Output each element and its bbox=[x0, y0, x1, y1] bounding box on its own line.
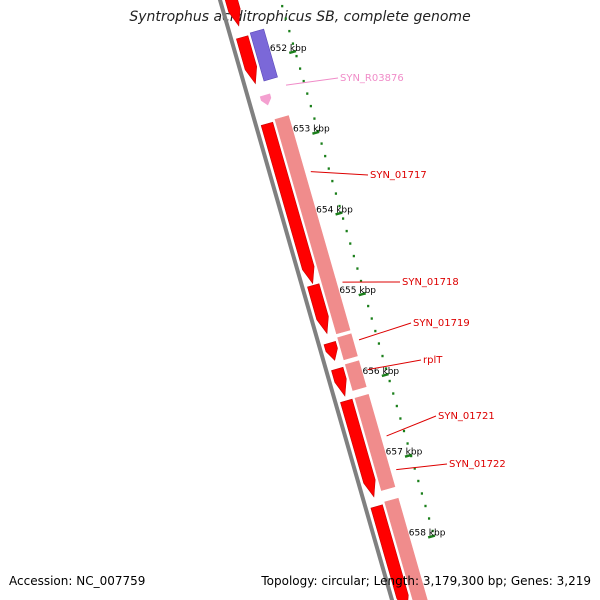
label-leader-line bbox=[310, 171, 369, 176]
map-title: Syntrophus aciditrophicus SB, complete g… bbox=[129, 9, 471, 25]
scale-dot bbox=[367, 304, 370, 308]
scale-dot bbox=[313, 117, 316, 120]
scale-dot bbox=[341, 217, 345, 220]
gene-label[interactable]: SYN_01718 bbox=[402, 277, 459, 288]
kbp-tick-label: 658 kbp bbox=[409, 528, 446, 538]
scale-dot bbox=[427, 517, 431, 520]
cds-feature[interactable] bbox=[221, 0, 241, 27]
kbp-tick-label: 654 kbp bbox=[316, 205, 353, 215]
gene-feature[interactable] bbox=[321, 278, 351, 335]
kbp-tick-mark bbox=[358, 292, 366, 297]
scale-dot bbox=[345, 229, 348, 233]
gene-label[interactable]: SYN_01719 bbox=[413, 318, 470, 329]
scale-dot bbox=[406, 442, 409, 445]
cds-feature[interactable] bbox=[331, 366, 347, 397]
label-leader-line bbox=[367, 359, 422, 371]
kbp-tick-label: 653 kbp bbox=[293, 125, 330, 135]
kbp-tick-mark bbox=[312, 130, 320, 135]
scale-dot bbox=[384, 367, 388, 370]
scale-dot bbox=[431, 529, 434, 533]
scale-dot bbox=[291, 42, 295, 45]
gene-features[interactable] bbox=[221, 0, 429, 600]
gene-feature[interactable] bbox=[344, 360, 367, 391]
gene-label[interactable]: SYN_01722 bbox=[449, 459, 506, 470]
kbp-tick-mark bbox=[427, 534, 436, 539]
cds-feature[interactable] bbox=[260, 121, 315, 285]
scale-dot bbox=[374, 329, 377, 333]
scale-dot bbox=[359, 279, 363, 283]
scale-dot bbox=[309, 104, 312, 108]
scale-dot bbox=[306, 92, 309, 95]
scale-dot bbox=[299, 67, 302, 70]
scale-dot bbox=[284, 17, 287, 20]
scale-dot bbox=[288, 29, 291, 33]
scale-dot bbox=[320, 142, 323, 145]
scale-dot bbox=[381, 354, 384, 358]
scale-dot bbox=[402, 429, 406, 433]
scale-dot bbox=[388, 379, 391, 383]
cds-feature[interactable] bbox=[236, 35, 258, 85]
gene-label[interactable]: SYN_01717 bbox=[370, 170, 427, 181]
kbp-tick-mark bbox=[381, 372, 389, 378]
kbp-tick-label: 656 kbp bbox=[362, 367, 399, 377]
scale-dot bbox=[392, 392, 395, 395]
scale-dot bbox=[331, 179, 334, 183]
scale-dot bbox=[413, 467, 416, 470]
scale-dot bbox=[352, 254, 355, 258]
label-leader-line bbox=[386, 415, 437, 437]
cds-feature[interactable] bbox=[307, 283, 329, 335]
gene-feature[interactable] bbox=[384, 497, 429, 600]
scale-dot bbox=[377, 342, 381, 345]
gene-label[interactable]: SYN_R03876 bbox=[340, 73, 404, 84]
scale-dot bbox=[324, 154, 327, 158]
kbp-tick-label: 657 kbp bbox=[386, 448, 423, 458]
other-feature[interactable] bbox=[249, 28, 278, 82]
scale-dot bbox=[327, 167, 330, 170]
cds-feature[interactable] bbox=[370, 504, 409, 600]
gene-label[interactable]: SYN_01721 bbox=[438, 411, 495, 422]
scale-dot bbox=[338, 204, 341, 208]
kbp-tick-mark bbox=[335, 211, 343, 216]
scale-dot bbox=[370, 317, 373, 320]
scale-dot bbox=[356, 267, 359, 270]
kbp-scale: 652 kbp 653 kbp 654 kbp 655 kbp 656 kbp 657 k… bbox=[270, 4, 446, 539]
gene-feature[interactable] bbox=[354, 394, 396, 491]
label-leader-line bbox=[396, 463, 448, 471]
cds-feature[interactable] bbox=[323, 341, 338, 361]
topology-label: Topology: circular; Length: 3,179,300 bp… bbox=[261, 574, 591, 588]
scale-dot bbox=[334, 192, 338, 195]
scale-dot bbox=[295, 54, 298, 58]
scale-dot bbox=[399, 417, 402, 420]
backbone-line bbox=[217, 0, 395, 600]
kbp-tick-label: 652 kbp bbox=[270, 44, 307, 54]
scale-dot bbox=[420, 492, 424, 495]
scale-dot bbox=[424, 504, 427, 508]
scale-dot bbox=[417, 479, 420, 483]
scale-dot bbox=[349, 242, 352, 245]
scale-dot bbox=[302, 79, 305, 83]
genome-backbone bbox=[217, 0, 395, 600]
scale-dot bbox=[281, 4, 284, 8]
accession-label: Accession: NC_007759 bbox=[9, 574, 146, 588]
gene-feature[interactable] bbox=[337, 333, 358, 361]
kbp-tick-mark bbox=[404, 453, 413, 458]
kbp-tick-label: 655 kbp bbox=[339, 286, 376, 296]
scale-dot bbox=[395, 404, 398, 408]
ncrna-feature[interactable] bbox=[259, 93, 272, 106]
label-leader-line bbox=[285, 77, 339, 86]
kbp-tick-mark bbox=[288, 49, 297, 55]
label-leader-line bbox=[358, 322, 412, 341]
cds-feature[interactable] bbox=[340, 398, 376, 498]
gene-label[interactable]: rplT bbox=[423, 355, 443, 366]
gene-labels[interactable]: SYN_R03876 SYN_01717 SYN_01718 SYN_01719rpl… bbox=[285, 73, 506, 471]
